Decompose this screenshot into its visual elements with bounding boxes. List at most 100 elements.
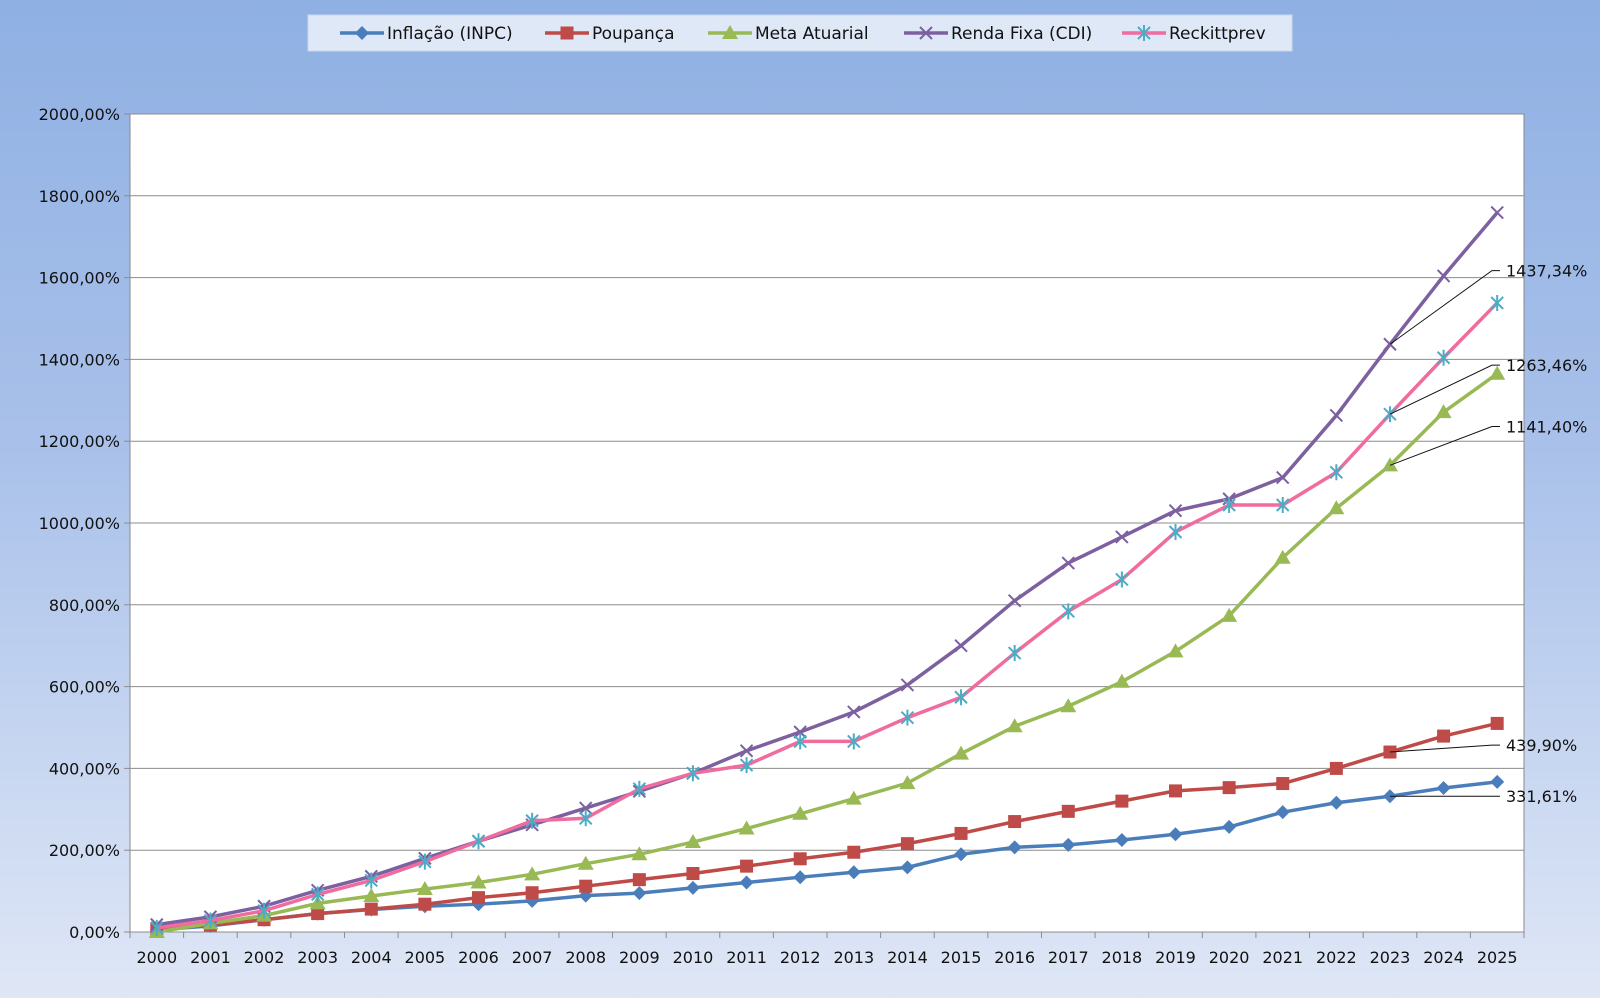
x-tick-label: 2003 — [297, 948, 338, 967]
data-point — [310, 886, 325, 903]
data-point — [1329, 408, 1344, 423]
data-point — [1168, 504, 1183, 518]
x-tick-label: 2010 — [673, 948, 714, 967]
data-point — [1436, 349, 1451, 366]
data-point — [900, 678, 915, 692]
x-tick-label: 2013 — [833, 948, 874, 967]
x-tick-label: 2001 — [190, 948, 231, 967]
data-point — [1490, 716, 1504, 730]
x-tick-label: 2005 — [405, 948, 446, 967]
legend-marker — [560, 26, 574, 40]
x-tick-label: 2011 — [726, 948, 767, 967]
y-tick-label: 1200,00% — [39, 432, 120, 451]
data-point — [257, 902, 271, 919]
data-point — [1114, 832, 1129, 847]
data-point — [1007, 840, 1022, 855]
data-point — [1061, 804, 1075, 818]
legend-item: Meta Atuarial — [708, 24, 869, 44]
annotation-leader — [1389, 364, 1500, 415]
data-point — [1168, 523, 1183, 540]
data-point — [953, 745, 970, 760]
data-point — [1115, 794, 1129, 808]
data-point — [418, 897, 432, 911]
data-point — [954, 847, 969, 862]
x-tick-label: 2004 — [351, 948, 392, 967]
x-tick-label: 2016 — [994, 948, 1035, 967]
data-point — [738, 820, 755, 835]
data-point — [900, 709, 915, 726]
series-line — [156, 301, 1499, 930]
data-point — [1383, 406, 1397, 423]
data-point — [793, 852, 807, 866]
data-point — [1007, 645, 1022, 662]
data-point — [632, 886, 647, 901]
data-point — [632, 873, 646, 887]
data-point — [900, 860, 915, 875]
annotation-leader — [1389, 744, 1500, 753]
data-point — [899, 775, 916, 790]
legend-label: Poupança — [592, 24, 675, 44]
data-point — [418, 853, 432, 870]
data-point — [1115, 571, 1129, 588]
x-tick-label: 2009 — [619, 948, 660, 967]
x-tick-label: 2023 — [1370, 948, 1411, 967]
legend-marker — [722, 25, 738, 39]
y-tick-label: 200,00% — [49, 841, 120, 860]
data-point — [364, 902, 378, 916]
data-point — [1435, 404, 1452, 419]
data-point — [1113, 673, 1130, 688]
data-point — [1274, 549, 1291, 564]
data-point — [311, 907, 325, 921]
data-point — [1221, 607, 1238, 622]
x-tick-label: 2017 — [1048, 948, 1089, 967]
legend-item: Reckittprev — [1122, 24, 1266, 44]
data-point — [1061, 603, 1075, 620]
data-point — [1115, 530, 1129, 544]
data-point — [1489, 365, 1506, 380]
legend: Inflação (INPC) Poupança Meta Atuarial Rend… — [307, 14, 1293, 52]
data-point — [1167, 643, 1184, 658]
data-point — [954, 638, 968, 653]
data-point — [470, 874, 487, 889]
y-tick-label: 400,00% — [49, 759, 120, 778]
x-tick-label: 2021 — [1262, 948, 1303, 967]
data-point — [1007, 594, 1022, 608]
data-point — [1222, 497, 1236, 514]
data-label: 331,61% — [1506, 787, 1577, 806]
data-point — [525, 886, 539, 900]
y-tick-label: 1600,00% — [39, 269, 120, 288]
legend-marker — [919, 26, 933, 40]
data-label: 1263,46% — [1506, 356, 1587, 375]
y-tick-label: 1400,00% — [39, 350, 120, 369]
series-1 — [150, 716, 1504, 936]
x-tick-label: 2012 — [780, 948, 821, 967]
series-line — [156, 372, 1499, 934]
x-tick-label: 2022 — [1316, 948, 1357, 967]
annotation-leader — [1389, 270, 1500, 345]
data-point — [1168, 827, 1183, 842]
data-point — [471, 833, 486, 850]
legend-label: Meta Atuarial — [755, 24, 869, 44]
legend-label: Reckittprev — [1169, 24, 1266, 44]
data-point — [1222, 819, 1237, 834]
data-point — [739, 875, 754, 890]
data-point — [631, 846, 648, 861]
data-point — [1328, 500, 1345, 515]
x-tick-label: 2024 — [1423, 948, 1464, 967]
data-label: 1437,34% — [1506, 262, 1587, 281]
data-label: 1141,40% — [1506, 417, 1587, 436]
x-tick-label: 2007 — [512, 948, 553, 967]
data-point — [1381, 457, 1398, 472]
data-point — [1329, 761, 1343, 775]
data-point — [1329, 795, 1344, 810]
x-tick-label: 2020 — [1209, 948, 1250, 967]
legend-label: Renda Fixa (CDI) — [951, 24, 1092, 44]
data-point — [846, 865, 861, 880]
legend-marker — [355, 26, 369, 40]
series-line — [156, 211, 1499, 927]
x-tick-label: 2015 — [941, 948, 982, 967]
data-point — [416, 881, 433, 896]
x-tick-label: 2002 — [244, 948, 285, 967]
annotation-leader — [1389, 425, 1500, 466]
